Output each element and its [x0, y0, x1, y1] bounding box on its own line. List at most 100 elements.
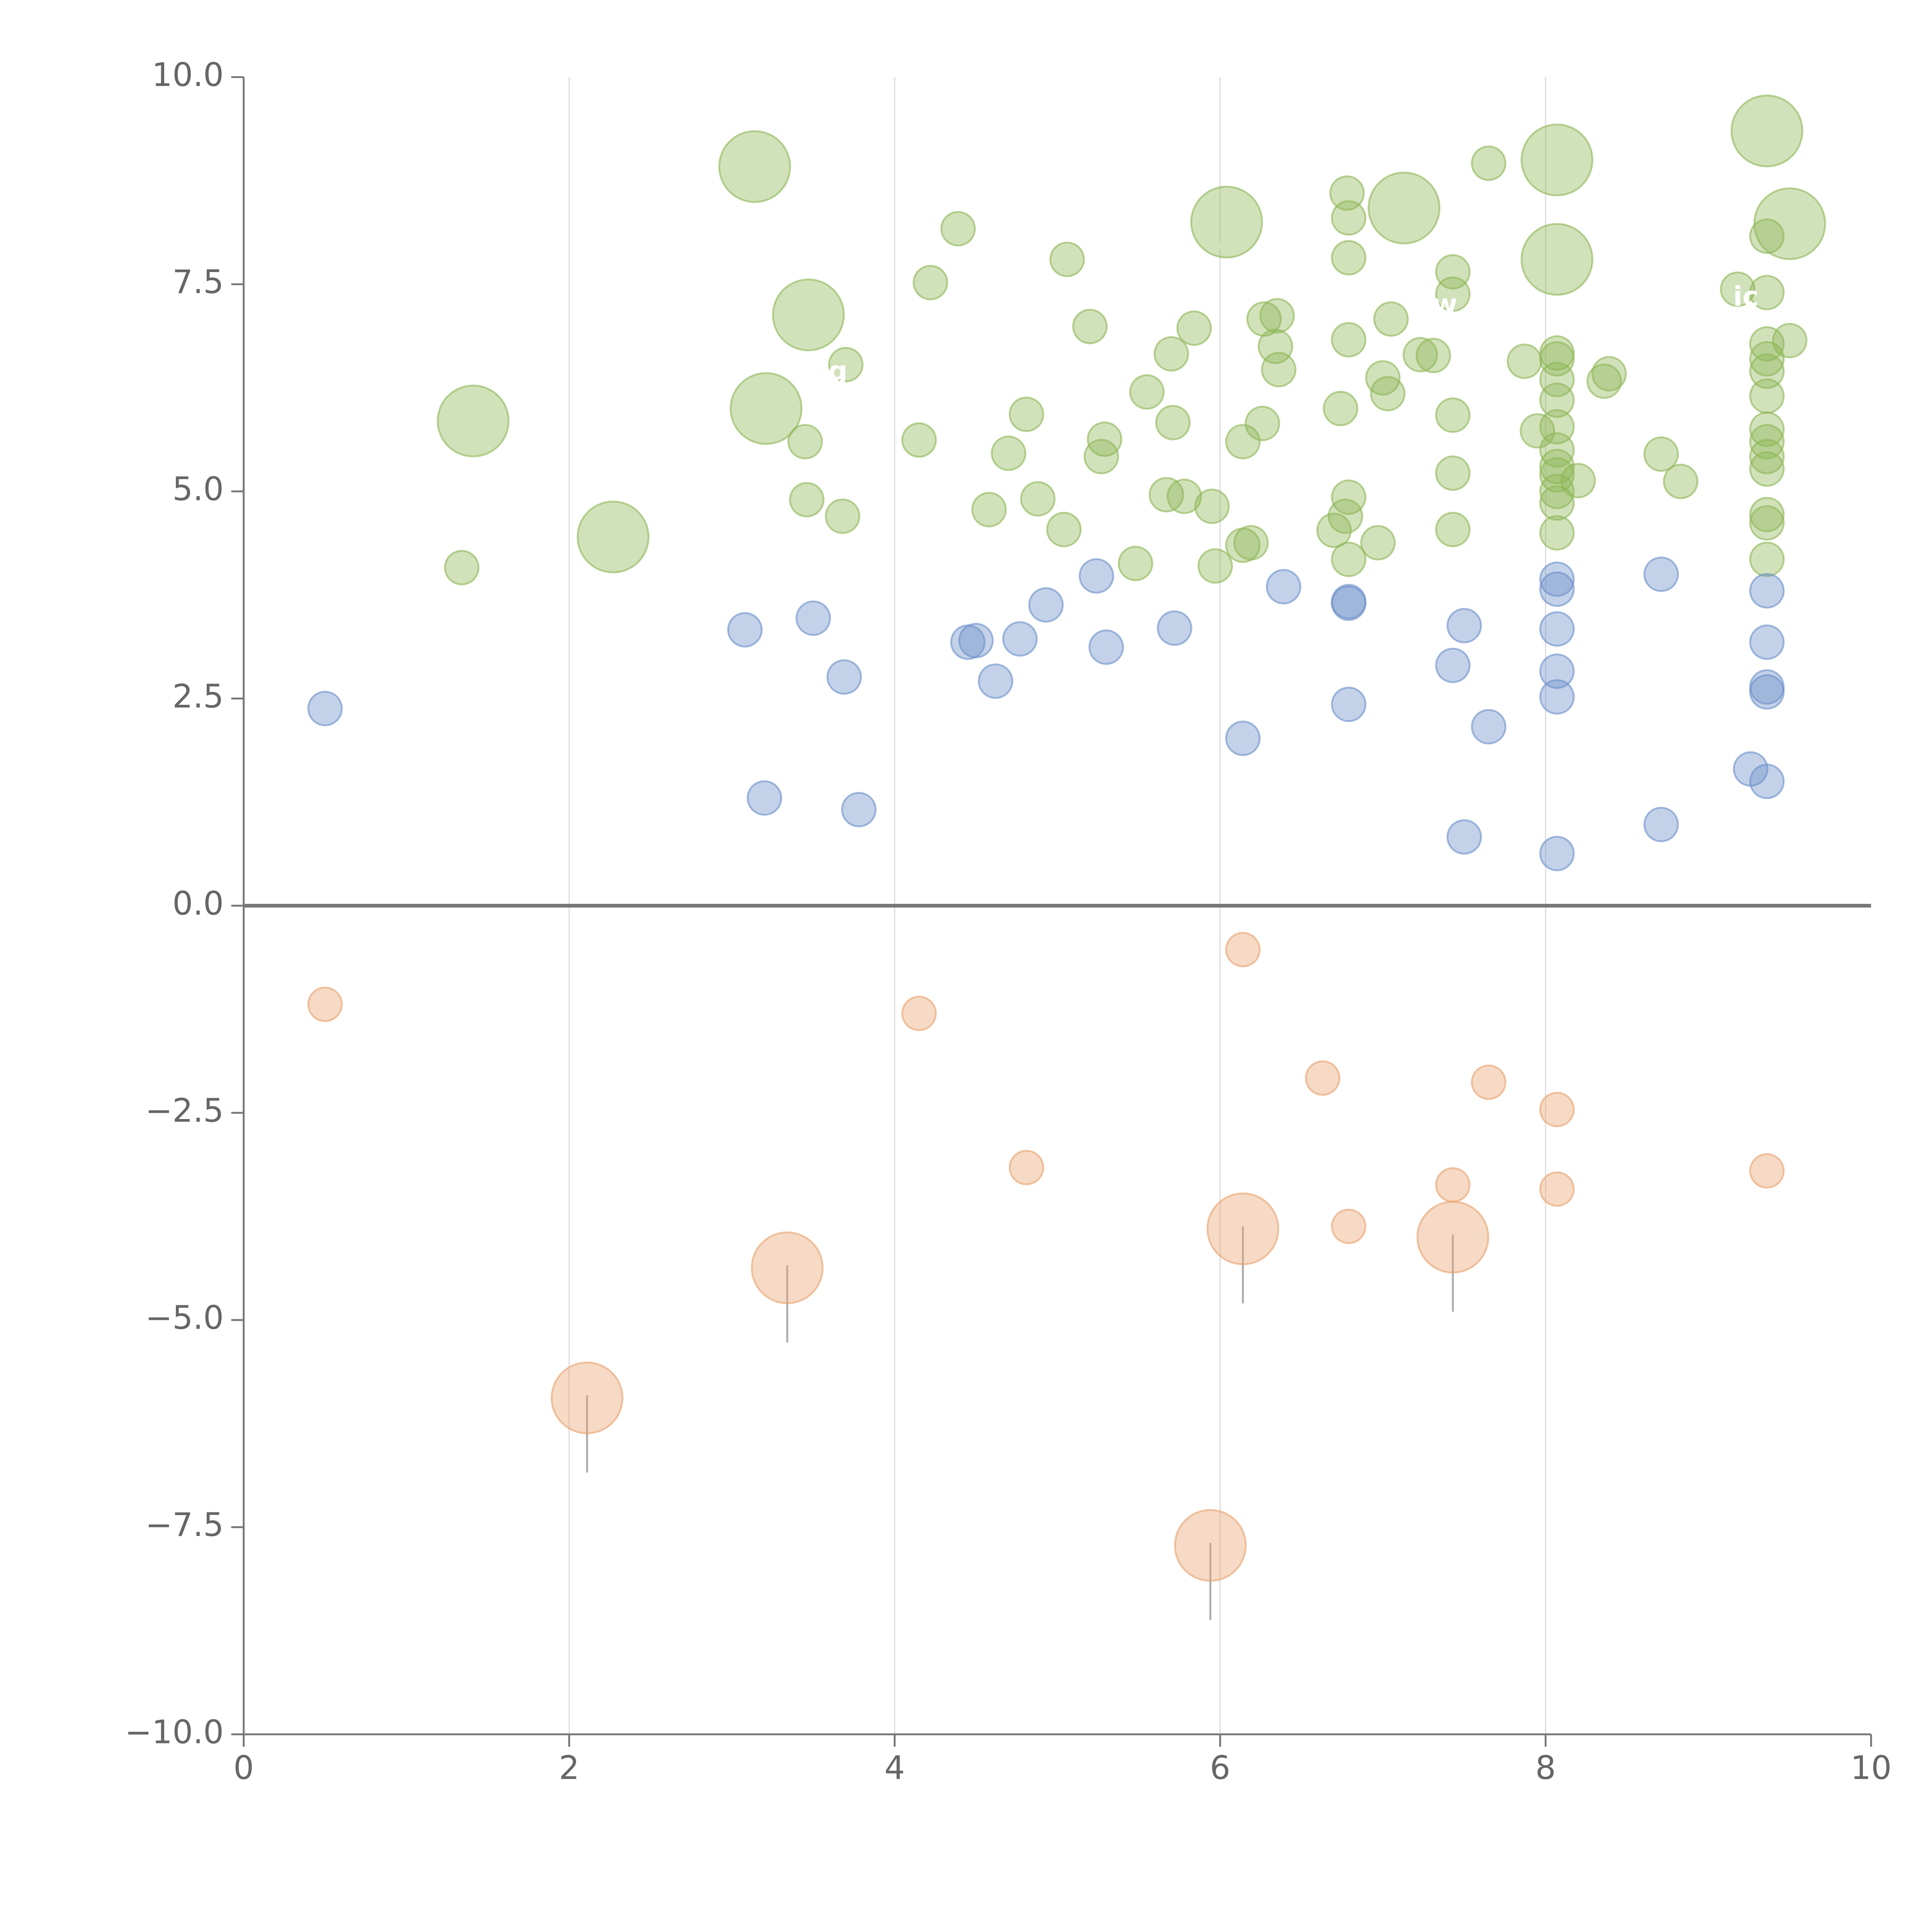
orange-data-point [1206, 1192, 1279, 1265]
green-data-point [1246, 301, 1282, 337]
green-data-point [1520, 123, 1594, 197]
x-tick-label: 0 [233, 1749, 254, 1787]
green-data-point [1749, 541, 1785, 577]
orange-data-point [1539, 1171, 1575, 1207]
blue-data-point [1749, 624, 1785, 660]
green-data-point [1749, 439, 1785, 474]
leader-line [602, 539, 614, 572]
orange-data-point [1174, 1509, 1247, 1582]
green-data-point [1329, 175, 1365, 211]
data-points [307, 94, 1826, 1582]
green-data-point [1435, 276, 1471, 312]
x-tick-label: 4 [884, 1749, 905, 1787]
green-data-point [901, 422, 937, 458]
green-data-point [1331, 479, 1367, 515]
axes [243, 77, 1871, 1735]
green-data-point [1328, 498, 1363, 534]
green-data-point [730, 372, 803, 445]
green-data-point [1323, 391, 1359, 427]
green-data-point [825, 498, 861, 534]
orange-data-point [1225, 932, 1261, 968]
green-data-point [1367, 172, 1440, 245]
green-data-point [1167, 478, 1202, 514]
orange-data-point [1539, 1092, 1575, 1128]
green-data-point [1331, 541, 1367, 577]
blue-data-point [1446, 819, 1482, 855]
green-data-point [1539, 515, 1575, 551]
green-data-point [1148, 477, 1184, 513]
green-data-point [437, 384, 510, 457]
green-data-point [1245, 406, 1281, 441]
blue-data-point [1435, 648, 1471, 683]
leader-line [1546, 162, 1558, 195]
green-data-point [991, 435, 1026, 471]
leader-line [462, 423, 474, 456]
blue-data-point [1539, 836, 1575, 871]
leader-line [1756, 133, 1768, 166]
leader-line [755, 410, 767, 444]
blue-data-point [1331, 585, 1367, 621]
green-data-point [1539, 362, 1575, 398]
y-tick-label: 0.0 [172, 884, 224, 922]
green-data-point [1360, 525, 1396, 561]
y-tick-label: −7.5 [145, 1506, 224, 1544]
annotation-label: g [828, 355, 848, 387]
annotation-label: ic [1733, 281, 1759, 313]
green-data-point [577, 500, 650, 573]
blue-data-point [1225, 720, 1261, 756]
y-tick-label: −5.0 [145, 1299, 224, 1337]
orange-data-point [1009, 1150, 1044, 1185]
green-data-point [1190, 185, 1263, 259]
leader-line [744, 168, 756, 202]
blue-data-point [1749, 674, 1785, 710]
blue-data-point [747, 780, 782, 816]
blue-data-point [1539, 611, 1575, 647]
green-data-point [1415, 338, 1451, 373]
green-data-point [1591, 356, 1627, 392]
orange-data-point [751, 1231, 824, 1304]
leader-line [1393, 210, 1405, 243]
green-data-point [1507, 344, 1543, 379]
green-data-point [971, 492, 1007, 527]
green-data-point [1730, 94, 1803, 167]
green-data-point [1117, 546, 1153, 582]
green-data-point [1643, 436, 1679, 472]
green-data-point [1539, 473, 1575, 509]
orange-data-point [901, 995, 937, 1031]
orange-data-point [1416, 1201, 1490, 1274]
green-data-point [1402, 337, 1438, 372]
blue-data-point [1749, 764, 1785, 799]
y-tick-label: 2.5 [172, 677, 224, 715]
blue-data-point [1002, 621, 1038, 657]
blue-data-point [1266, 569, 1301, 605]
leader-lines [462, 133, 1791, 1620]
blue-data-point [958, 622, 994, 658]
x-tick-label: 2 [559, 1749, 579, 1787]
green-data-point [1749, 353, 1785, 389]
y-tick-label: −10.0 [125, 1713, 224, 1751]
leader-line [1546, 261, 1558, 295]
green-data-point [1772, 323, 1808, 359]
green-data-point [1749, 497, 1785, 532]
green-data-point [1331, 322, 1367, 358]
blue-data-point [978, 663, 1014, 699]
blue-data-point [1539, 561, 1575, 597]
green-data-point [1749, 378, 1785, 414]
green-data-point [1749, 412, 1785, 447]
blue-data-point [1539, 653, 1575, 689]
blue-data-point [1471, 709, 1507, 745]
green-data-point [1083, 439, 1119, 474]
green-data-point [940, 211, 976, 247]
y-tick-label: 7.5 [172, 263, 224, 301]
orange-data-point [551, 1361, 624, 1434]
blue-data-point [795, 600, 831, 636]
green-data-point [1520, 223, 1594, 296]
blue-data-point [1643, 806, 1679, 842]
blue-data-point [1028, 587, 1064, 623]
green-data-point [1539, 382, 1575, 418]
green-data-point [1749, 451, 1785, 487]
blue-data-point [841, 792, 877, 828]
green-data-point [1539, 449, 1575, 485]
green-data-point [1373, 301, 1409, 337]
